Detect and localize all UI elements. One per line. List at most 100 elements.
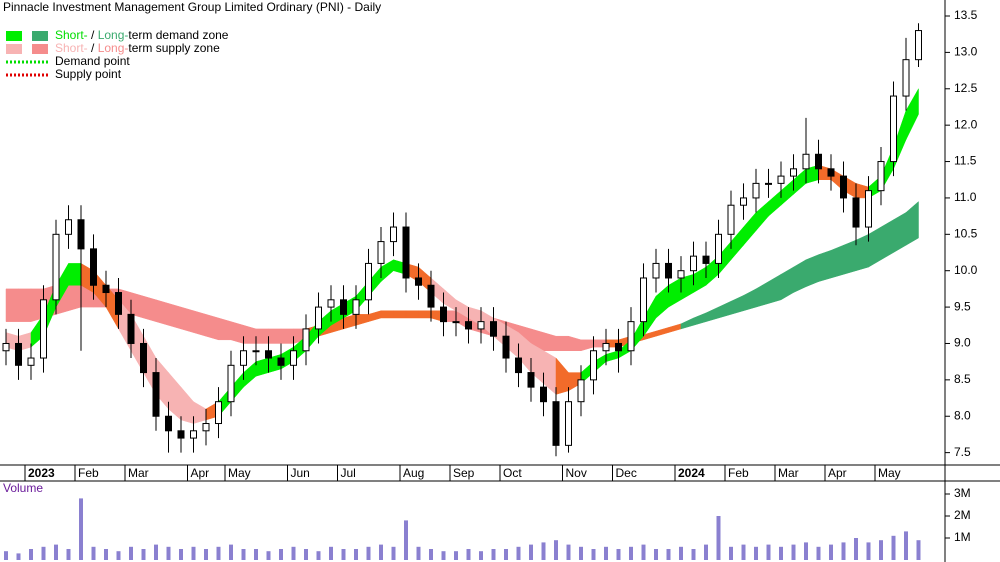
candle-body bbox=[277, 357, 285, 366]
volume-bar bbox=[591, 549, 596, 560]
candle-body bbox=[552, 401, 560, 446]
volume-bar bbox=[241, 549, 246, 560]
volume-bar bbox=[441, 551, 446, 560]
volume-bar bbox=[654, 549, 658, 560]
legend-label: Short- / Long-term demand zone bbox=[55, 28, 229, 42]
y-tick-label: 8.0 bbox=[954, 408, 971, 422]
zone-band bbox=[193, 310, 207, 337]
candle-body bbox=[415, 277, 422, 286]
zone-band bbox=[830, 244, 844, 279]
x-tick-label: Jun bbox=[291, 466, 310, 480]
zone-band bbox=[868, 226, 882, 268]
candle-body bbox=[90, 248, 97, 286]
legend-text: Short- bbox=[55, 28, 88, 42]
zone-band bbox=[255, 328, 269, 344]
candle-body bbox=[515, 357, 522, 374]
candle-body bbox=[202, 423, 210, 432]
candle-body bbox=[565, 401, 572, 446]
volume-bar bbox=[704, 544, 708, 560]
y-tick-label: 12.5 bbox=[954, 81, 978, 95]
legend-text: / bbox=[88, 28, 98, 42]
x-tick-label: Mar bbox=[128, 466, 149, 480]
zone-band bbox=[5, 288, 19, 322]
candle-body bbox=[577, 379, 585, 403]
candle-body bbox=[540, 386, 547, 403]
x-tick-label: Mar bbox=[778, 466, 799, 480]
volume-bar bbox=[754, 546, 758, 560]
volume-bar bbox=[454, 551, 458, 560]
volume-bar bbox=[516, 546, 521, 560]
volume-bar bbox=[766, 544, 771, 560]
x-tick-label: Oct bbox=[503, 466, 522, 480]
candle-body bbox=[602, 342, 610, 352]
y-tick-label: 13.0 bbox=[954, 45, 978, 59]
volume-bar bbox=[641, 544, 646, 560]
volume-bar bbox=[29, 549, 33, 560]
x-tick-label: Feb bbox=[728, 466, 749, 480]
volume-bar bbox=[304, 549, 308, 560]
y-tick-label: 10.5 bbox=[954, 226, 978, 240]
volume-bar bbox=[904, 531, 908, 560]
volume-bar bbox=[579, 546, 583, 560]
candle-body bbox=[190, 430, 197, 439]
x-tick-label: Feb bbox=[78, 466, 99, 480]
zone-band bbox=[393, 310, 407, 319]
zone-band bbox=[555, 335, 569, 352]
legend-text: Long- bbox=[98, 41, 129, 55]
zone-band bbox=[68, 263, 82, 286]
y-tick-label: 11.0 bbox=[954, 190, 977, 204]
legend-text: Short- bbox=[55, 41, 88, 55]
volume-bar bbox=[329, 546, 333, 560]
volume-bar bbox=[491, 549, 496, 560]
y-tick-label: 3M bbox=[954, 486, 971, 500]
candle-body bbox=[715, 233, 722, 264]
candle-body bbox=[477, 321, 485, 330]
legend-swatch bbox=[6, 31, 22, 41]
candle-body bbox=[740, 197, 747, 206]
volume-bar bbox=[16, 553, 21, 560]
candle-body bbox=[340, 299, 347, 315]
volume-bar bbox=[316, 551, 321, 560]
volume-bar bbox=[741, 544, 746, 560]
zone-band bbox=[905, 201, 919, 246]
legend-swatch bbox=[32, 31, 48, 41]
candle-body bbox=[265, 350, 272, 359]
candle-body bbox=[640, 277, 647, 323]
zone-band bbox=[843, 239, 857, 275]
volume-bar bbox=[691, 549, 696, 560]
candle-body bbox=[852, 197, 860, 228]
zone-band bbox=[180, 306, 194, 333]
volume-bar bbox=[116, 551, 121, 560]
volume-bar bbox=[91, 546, 96, 560]
candle-body bbox=[40, 299, 47, 359]
zone-band bbox=[805, 254, 819, 288]
volume-bar bbox=[529, 544, 533, 560]
zone-band bbox=[68, 285, 82, 312]
legend-label: Supply point bbox=[55, 67, 122, 81]
x-tick-label: Nov bbox=[566, 466, 587, 480]
legend-swatch bbox=[6, 44, 22, 54]
candle-body bbox=[27, 357, 35, 366]
candle-body bbox=[890, 95, 897, 163]
volume-bar bbox=[279, 549, 283, 560]
candle-body bbox=[52, 233, 60, 301]
volume-bar bbox=[504, 549, 508, 560]
y-tick-label: 1M bbox=[954, 530, 971, 544]
candle-body bbox=[815, 153, 822, 170]
volume-bar bbox=[129, 546, 133, 560]
volume-bar bbox=[629, 546, 633, 560]
x-tick-label: 2023 bbox=[28, 466, 55, 480]
zone-band bbox=[143, 295, 157, 322]
volume-bar bbox=[154, 544, 158, 560]
candle-body bbox=[177, 430, 185, 439]
candle-body bbox=[402, 226, 410, 279]
legend-text: Supply point bbox=[55, 67, 122, 81]
y-tick-label: 10.0 bbox=[954, 263, 978, 277]
candle-body bbox=[690, 255, 697, 272]
candle-body bbox=[115, 292, 122, 315]
x-tick-label: Dec bbox=[616, 466, 637, 480]
volume-bar bbox=[679, 546, 683, 560]
candle-body bbox=[377, 241, 385, 264]
zone-band bbox=[230, 321, 244, 344]
